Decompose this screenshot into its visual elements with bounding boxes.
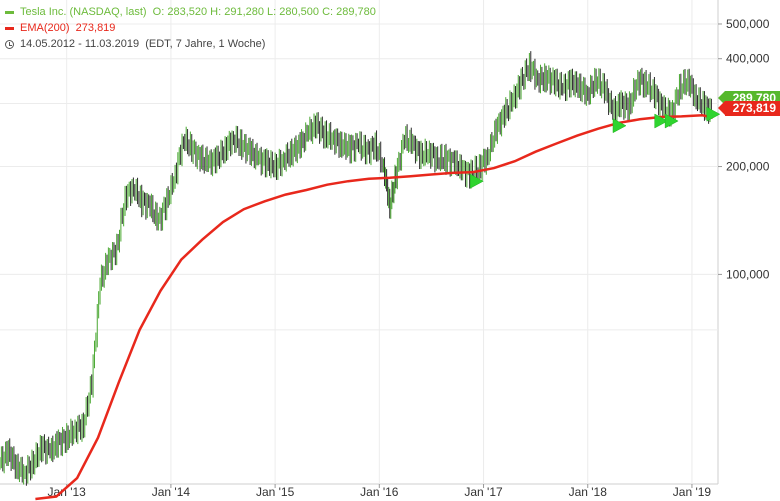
y-axis: 500,000 400,000 200,000 100,000 bbox=[718, 17, 770, 281]
y-tick-label: 100,000 bbox=[726, 267, 770, 281]
legend-ema-name: EMA(200) bbox=[20, 22, 70, 34]
y-tick-label: 500,000 bbox=[726, 17, 770, 31]
x-tick-label: Jan '14 bbox=[152, 485, 191, 499]
ema-price-value: 273,819 bbox=[732, 101, 776, 115]
ema-line bbox=[35, 114, 714, 501]
x-tick-label: Jan '18 bbox=[569, 485, 608, 499]
legend-ema-value: 273,819 bbox=[75, 22, 116, 34]
legend-swatch-ema bbox=[5, 26, 14, 30]
signal-marker bbox=[654, 113, 669, 129]
signal-marker bbox=[706, 106, 721, 122]
legend-series-name: Tesla Inc. (NASDAQ, last) bbox=[20, 6, 147, 18]
x-tick-label: Jan '15 bbox=[256, 485, 295, 499]
x-tick-label: Jan '17 bbox=[464, 485, 503, 499]
x-tick-label: Jan '19 bbox=[673, 485, 712, 499]
chart-grid bbox=[0, 0, 719, 485]
x-axis: Jan '13 Jan '14 Jan '15 Jan '16 Jan '17 Jan '… bbox=[48, 484, 712, 499]
price-series bbox=[0, 51, 712, 486]
signal-marker bbox=[664, 113, 679, 129]
legend-series-stats: O: 283,520 H: 291,280 L: 280,500 C: 289,… bbox=[152, 6, 376, 18]
ema-series bbox=[35, 114, 714, 501]
ema-price-tag: 273,819 bbox=[717, 101, 780, 116]
legend-swatch-tesla bbox=[5, 10, 14, 14]
clock-icon bbox=[5, 39, 14, 49]
legend-range-dates: 14.05.2012 - 11.03.2019 bbox=[20, 38, 140, 50]
legend-range-note: (EDT, 7 Jahre, 1 Woche) bbox=[145, 38, 266, 50]
signal-markers bbox=[469, 106, 721, 189]
signal-marker bbox=[469, 173, 484, 189]
y-tick-label: 400,000 bbox=[726, 52, 770, 66]
chart-legend: Tesla Inc. (NASDAQ, last) O: 283,520 H: … bbox=[5, 4, 376, 52]
legend-series-tesla: Tesla Inc. (NASDAQ, last) O: 283,520 H: … bbox=[5, 4, 376, 20]
legend-range: 14.05.2012 - 11.03.2019 (EDT, 7 Jahre, 1… bbox=[5, 36, 376, 52]
legend-series-ema: EMA(200) 273,819 bbox=[5, 20, 376, 36]
y-tick-label: 200,000 bbox=[726, 160, 770, 174]
signal-marker bbox=[612, 118, 627, 134]
x-tick-label: Jan '16 bbox=[360, 485, 399, 499]
